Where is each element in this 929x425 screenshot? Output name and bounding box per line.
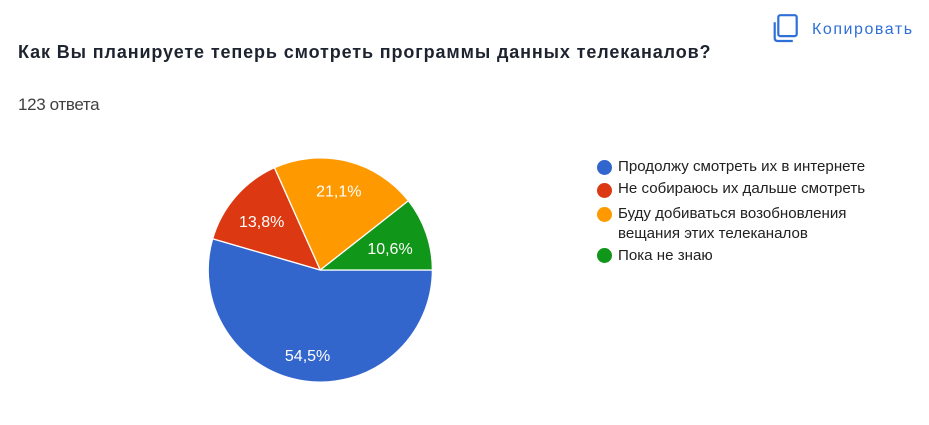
svg-text:21,1%: 21,1%: [316, 183, 361, 200]
svg-text:13,8%: 13,8%: [239, 214, 284, 231]
svg-text:54,5%: 54,5%: [285, 348, 330, 365]
svg-text:10,6%: 10,6%: [367, 241, 412, 258]
